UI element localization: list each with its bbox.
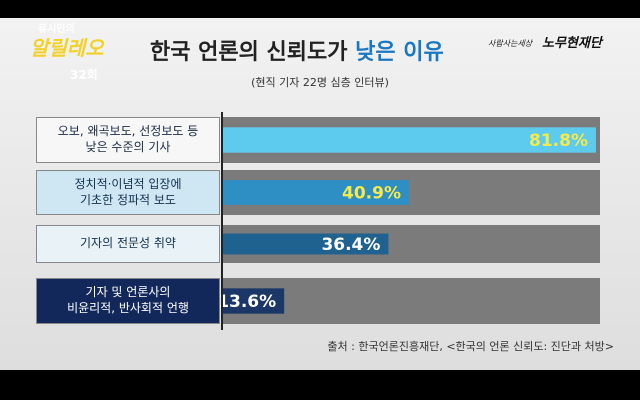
chart-title: 한국 언론의 신뢰도가 낮은 이유: [150, 34, 444, 66]
value-label: 81.8%: [529, 131, 588, 151]
bar: [222, 180, 409, 205]
title-highlight: 낮은 이유: [355, 40, 444, 65]
category-label: 기자 및 언론사의 비윤리적, 반사회적 언행: [36, 278, 220, 324]
episode: 32회: [70, 68, 98, 82]
value-label: 13.6%: [217, 292, 276, 312]
partner-logo: 노무현재단: [542, 36, 602, 51]
category-label: 오보, 왜곡보도, 선정보도 등 낮은 수준의 기사: [36, 117, 220, 163]
bar-track: [222, 278, 600, 324]
bar: [222, 127, 596, 153]
partner-text: 사람사는세상: [488, 39, 533, 48]
category-label: 정치적·이념적 입장에 기초한 정파적 보도: [36, 170, 220, 215]
bar: [222, 233, 389, 255]
category-label: 기자의 전문성 취약: [36, 225, 220, 263]
logo: 알릴레오: [30, 36, 104, 60]
title-text: 한국 언론의 신뢰도가: [150, 40, 356, 65]
logo-text: 유시민의: [38, 24, 75, 35]
value-label: 36.4%: [321, 235, 380, 255]
chart-subtitle: (현직 기자 22명 심층 인터뷰): [251, 76, 389, 89]
source: 출처 : 한국언론진흥재단, <한국의 언론 신뢰도: 진단과 처방>: [327, 340, 614, 353]
value-label: 40.9%: [342, 184, 401, 204]
bar: [222, 288, 285, 314]
